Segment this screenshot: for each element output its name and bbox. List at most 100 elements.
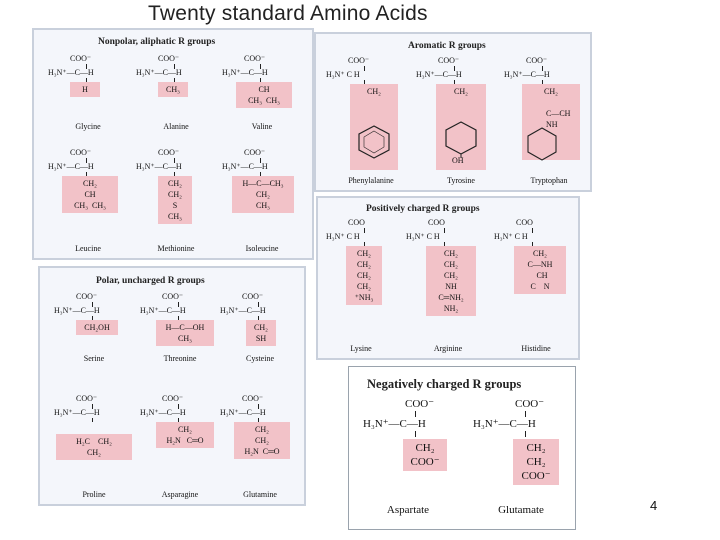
amino-leucine: COO⁻ H₃N⁺—C—H CH₂ CH CH₃ CH₃ Leucine <box>48 148 128 258</box>
alpha-carbon-row: H₃N⁺—C—H <box>140 408 186 417</box>
carboxyl-label: COO⁻ <box>70 54 92 63</box>
phenol-ring-icon <box>445 121 477 158</box>
alpha-carbon-row: H₃N⁺ C H <box>326 70 360 79</box>
carboxyl-label: COO⁻ <box>244 54 266 63</box>
r-group: CH CH₃ CH₃ <box>236 82 292 108</box>
alpha-carbon-row: H₃N⁺—C—H <box>222 68 268 77</box>
carboxyl-label: COO⁻ <box>348 56 370 65</box>
amino-glycine: COO⁻ H₃N⁺—C—H H Glycine <box>48 54 128 164</box>
r-group: CH₃ <box>158 82 188 97</box>
aromatic-title: Aromatic R groups <box>408 41 486 51</box>
amino-name: Histidine <box>521 344 551 353</box>
r-group: CH₂ COO⁻ <box>403 439 447 471</box>
amino-aspartate: COO⁻ H₃N⁺—C—H CH₂ COO⁻ Aspartate <box>363 397 473 527</box>
carboxyl-label: COO⁻ <box>158 148 180 157</box>
alpha-carbon-row: H₃N⁺—C—H <box>48 162 94 171</box>
carboxyl-label: COO⁻ <box>70 148 92 157</box>
r-group: H—C—CH₃ CH₂ CH₃ <box>232 176 294 213</box>
amino-histidine: COO H₃N⁺ C H CH₂ C—NH CH C N Histidine <box>494 218 574 353</box>
r-group: CH₂ <box>522 84 580 160</box>
alpha-carbon-row: H₃N⁺—C—H <box>504 70 550 79</box>
negative-panel: Negatively charged R groups COO⁻ H₃N⁺—C—H… <box>348 366 576 530</box>
amino-isoleucine: COO⁻ H₃N⁺—C—H H—C—CH₃ CH₂ CH₃ Isoleucine <box>222 148 302 258</box>
carboxyl-label: COO⁻ <box>244 148 266 157</box>
amino-arginine: COO H₃N⁺ C H CH₂ CH₂ CH₂ NH C═NH₂ NH₂ Arg… <box>406 218 486 353</box>
r-group: CH₂ CH₂ COO⁻ <box>513 439 559 485</box>
amino-glutamine: COO⁻ H₃N⁺—C—H CH₂ CH₂ H₂N C═O Glutamine <box>220 394 300 504</box>
alpha-carbon-row: H₃N⁺—C—H <box>220 408 266 417</box>
polar-title: Polar, uncharged R groups <box>96 276 205 286</box>
alpha-carbon-row: H₃N⁺ C H <box>326 232 360 241</box>
amino-alanine: COO⁻ H₃N⁺—C—H CH₃ Alanine <box>136 54 216 164</box>
carboxyl-label: COO⁻ <box>515 398 545 410</box>
amino-name: Phenylalanine <box>348 176 394 185</box>
carboxyl-label: COO⁻ <box>158 54 180 63</box>
indole-ring-icon <box>527 127 557 161</box>
amino-cysteine: COO⁻ H₃N⁺—C—H CH₂ SH Cysteine <box>220 292 300 402</box>
nonpolar-panel: Nonpolar, aliphatic R groups COO⁻ H₃N⁺—C—… <box>32 28 314 260</box>
amino-threonine: COO⁻ H₃N⁺—C—H H—C—OH CH₃ Threonine <box>140 292 220 402</box>
r-group: CH₂ SH <box>246 320 276 346</box>
positive-title: Positively charged R groups <box>366 204 480 214</box>
r-group: H <box>70 82 100 97</box>
carboxyl-label: COO⁻ <box>526 56 548 65</box>
amino-name: Valine <box>251 122 273 131</box>
indole-label: C—CH NH <box>546 109 571 129</box>
carboxyl-label: COO⁻ <box>242 394 264 403</box>
r-group: CH₂ CH CH₃ CH₃ <box>62 176 118 213</box>
amino-name: Asparagine <box>161 490 199 499</box>
amino-name: Proline <box>82 490 106 499</box>
amino-name: Leucine <box>75 244 101 253</box>
page-number: 4 <box>650 498 658 513</box>
r-group: H—C—OH CH₃ <box>156 320 214 346</box>
alpha-carbon-row: H₃N⁺—C—H <box>473 418 536 430</box>
amino-name: Methionine <box>157 244 195 253</box>
amino-name: Isoleucine <box>245 244 279 253</box>
carboxyl-label: COO⁻ <box>76 292 98 301</box>
r-group: CH₂ <box>350 84 398 170</box>
alpha-carbon-row: H₃N⁺—C—H <box>140 306 186 315</box>
r-group: CH₂OH <box>76 320 118 335</box>
nonpolar-title: Nonpolar, aliphatic R groups <box>98 37 216 47</box>
amino-name: Arginine <box>433 344 463 353</box>
amino-methionine: COO⁻ H₃N⁺—C—H CH₂ CH₂ S CH₃ Methionine <box>136 148 216 258</box>
alpha-carbon-row: H₃N⁺—C—H <box>222 162 268 171</box>
amino-name: Lysine <box>350 344 372 353</box>
alpha-carbon-row: H₃N⁺—C—H <box>363 418 426 430</box>
positive-panel: Positively charged R groups COO H₃N⁺ C H … <box>316 196 580 360</box>
carboxyl-label: COO⁻ <box>242 292 264 301</box>
amino-name: Cysteine <box>246 354 274 363</box>
slide-title: Twenty standard Amino Acids <box>148 2 428 25</box>
r-group: CH₂ H₂N C═O <box>156 422 214 448</box>
benzene-ring-icon <box>358 125 390 159</box>
negative-title: Negatively charged R groups <box>367 377 522 391</box>
amino-name: Serine <box>83 354 105 363</box>
carboxyl-label: COO <box>428 218 445 227</box>
amino-asparagine: COO⁻ H₃N⁺—C—H CH₂ H₂N C═O Asparagine <box>140 394 220 504</box>
aromatic-panel: Aromatic R groups COO⁻ H₃N⁺ C H CH₂ Pheny… <box>314 32 592 192</box>
alpha-carbon-row: H₃N⁺—C—H <box>136 68 182 77</box>
r-group: CH₂ CH₂ CH₂ CH₂ ⁺NH₃ <box>346 246 382 305</box>
amino-name: Glutamine <box>243 490 277 499</box>
amino-name: Glycine <box>75 122 101 131</box>
r-group: H₂C CH₂ CH₂ <box>56 434 132 460</box>
amino-serine: COO⁻ H₃N⁺—C—H CH₂OH Serine <box>54 292 134 402</box>
carboxyl-label: COO⁻ <box>162 394 184 403</box>
amino-proline: COO⁻ H₃N⁺—C—H H₂C CH₂ CH₂ Proline <box>54 394 134 504</box>
alpha-carbon-row: H₃N⁺—C—H <box>48 68 94 77</box>
carboxyl-label: COO⁻ <box>438 56 460 65</box>
alpha-carbon-row: H₃N⁺ C H <box>494 232 528 241</box>
alpha-carbon-row: H₃N⁺—C—H <box>54 306 100 315</box>
alpha-carbon-row: H₃N⁺ C H <box>406 232 440 241</box>
amino-name: Tryptophan <box>530 176 568 185</box>
amino-tyrosine: COO⁻ H₃N⁺—C—H CH₂ OH Tyrosine <box>416 56 506 185</box>
carboxyl-label: COO <box>348 218 365 227</box>
r-group: CH₂ CH₂ CH₂ NH C═NH₂ NH₂ <box>426 246 476 316</box>
carboxyl-label: COO⁻ <box>162 292 184 301</box>
amino-name: Glutamate <box>498 504 544 516</box>
alpha-carbon-row: H₃N⁺—C—H <box>220 306 266 315</box>
carboxyl-label: COO <box>516 218 533 227</box>
carboxyl-label: COO⁻ <box>405 398 435 410</box>
r-group: CH₂ C—NH CH C N <box>514 246 566 294</box>
hydroxyl-label: OH <box>452 156 464 165</box>
